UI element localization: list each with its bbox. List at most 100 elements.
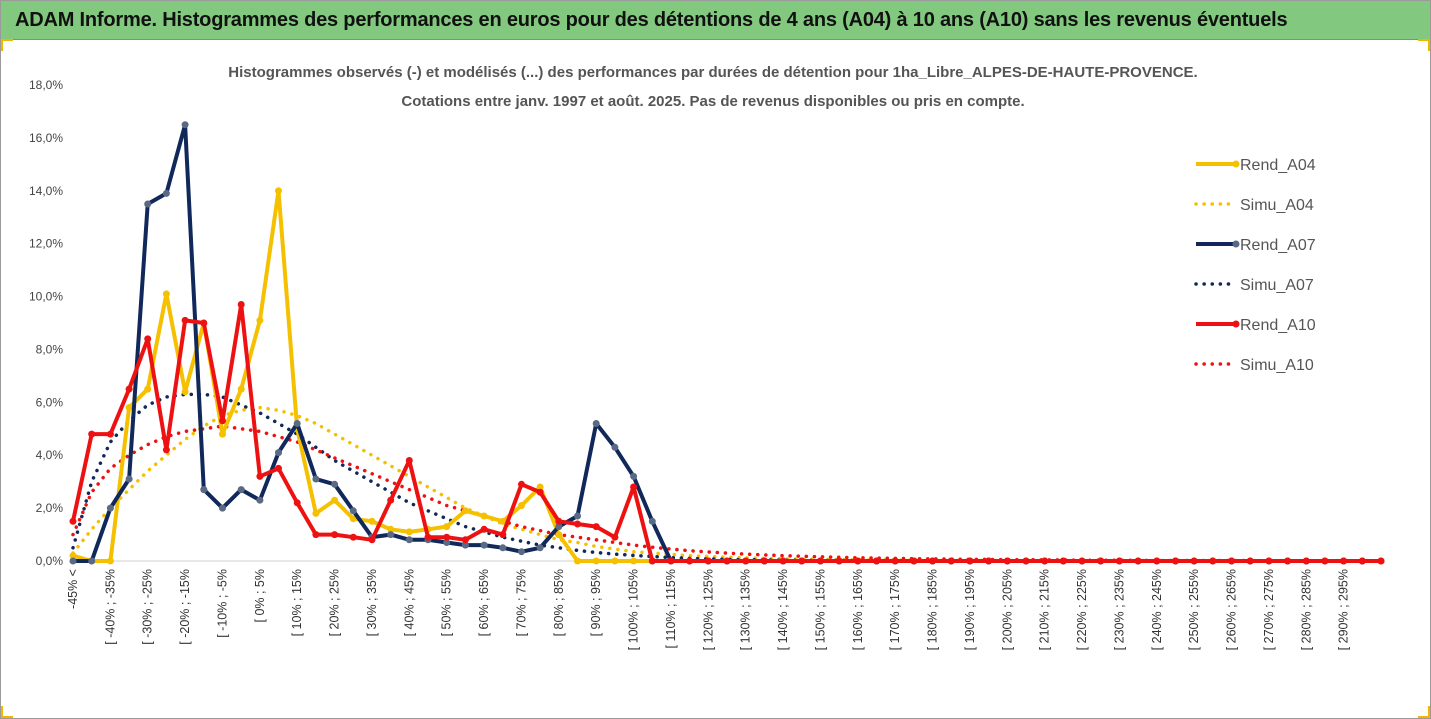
data-point-rend-a10 [648, 557, 656, 565]
data-point-rend-a04 [499, 517, 507, 525]
y-tick-label: 16,0% [29, 131, 63, 145]
data-point-rend-a07 [630, 472, 638, 480]
legend-item-rend-a10[interactable]: Rend_A10 [1196, 317, 1316, 334]
data-point-rend-a04 [237, 385, 245, 393]
chart-subtitle-line-2: Cotations entre janv. 1997 et août. 2025… [401, 93, 1024, 110]
data-point-rend-a04 [219, 430, 226, 438]
data-point-rend-a10 [1284, 557, 1292, 565]
data-point-rend-a07 [275, 449, 282, 457]
x-tick-label: [ 180% ; 185% [926, 569, 940, 650]
data-point-rend-a07 [499, 544, 507, 552]
data-point-rend-a10 [349, 533, 357, 541]
data-point-rend-a04 [461, 507, 469, 515]
series-line-rend-a07 [73, 122, 1381, 563]
data-point-rend-a10 [574, 520, 581, 528]
series-line-rend-a10 [71, 302, 1381, 563]
data-point-rend-a07 [69, 557, 77, 565]
chart-subtitle-line-1: Histogrammes observés (-) et modélisés (… [228, 64, 1197, 81]
legend-item-simu-a04[interactable]: Simu_A04 [1194, 197, 1314, 214]
legend-item-simu-a10[interactable]: Simu_A10 [1194, 357, 1314, 374]
data-point-rend-a10 [1097, 557, 1105, 565]
data-point-rend-a10 [891, 557, 899, 565]
data-point-rend-a10 [181, 316, 189, 324]
data-point-rend-a10 [331, 531, 339, 539]
data-point-rend-a04 [144, 385, 152, 393]
data-point-rend-a04 [312, 509, 320, 517]
series-line-simu-a04 [71, 405, 1383, 563]
x-tick-label: [ 0% ; 5% [253, 569, 267, 623]
x-tick-label: [ 70% ; 75% [514, 569, 528, 636]
data-point-rend-a10 [461, 536, 469, 544]
x-tick-label: [ -10% ; -5% [215, 569, 229, 638]
data-point-rend-a10 [1302, 557, 1310, 565]
data-point-rend-a07 [592, 420, 600, 427]
data-point-rend-a10 [873, 557, 880, 565]
x-tick-label: [ 50% ; 55% [440, 569, 454, 636]
title-bar: ADAM Informe. Histogrammes des performan… [1, 1, 1430, 40]
legend[interactable]: Rend_A04 Simu_A04 Rend_A07 Simu_A07 Rend_A10… [1194, 157, 1316, 374]
x-tick-label: [ 120% ; 125% [701, 569, 715, 650]
data-point-rend-a10 [387, 496, 395, 504]
data-point-rend-a10 [742, 557, 750, 565]
x-tick-label: [ 220% ; 225% [1075, 569, 1089, 650]
y-tick-label: 10,0% [29, 290, 63, 304]
data-point-rend-a10 [1228, 557, 1235, 565]
data-point-rend-a10 [667, 557, 675, 565]
x-tick-label: [ -20% ; -15% [178, 569, 192, 645]
data-point-rend-a10 [779, 557, 787, 565]
data-point-rend-a07 [648, 517, 656, 525]
data-point-rend-a10 [162, 446, 170, 454]
x-tick-label: [ 240% ; 245% [1150, 569, 1164, 650]
data-point-rend-a07 [443, 539, 451, 546]
data-point-rend-a10 [69, 517, 77, 525]
data-point-rend-a04 [630, 557, 638, 565]
data-point-rend-a04 [256, 316, 264, 324]
x-tick-label: [ 270% ; 275% [1262, 569, 1276, 650]
data-point-rend-a10 [88, 430, 96, 438]
histogram-chart: Histogrammes observés (-) et modélisés (… [29, 64, 1385, 650]
y-tick-label: 0,0% [36, 554, 64, 568]
data-point-rend-a10 [1246, 557, 1254, 565]
data-point-rend-a10 [686, 557, 694, 565]
data-point-rend-a07 [125, 475, 133, 483]
x-tick-label: [ 20% ; 25% [328, 569, 342, 636]
data-point-rend-a10 [1377, 557, 1385, 565]
data-point-rend-a07 [387, 531, 395, 539]
x-tick-label: [ 60% ; 65% [477, 569, 491, 636]
data-point-rend-a07 [237, 486, 245, 494]
data-point-rend-a10 [200, 319, 208, 327]
x-tick-label: [ 210% ; 215% [1038, 569, 1052, 650]
data-point-rend-a10 [256, 472, 264, 480]
x-tick-label: [ 100% ; 105% [627, 569, 641, 650]
data-point-rend-a10 [1340, 557, 1348, 565]
data-point-rend-a10 [275, 464, 282, 472]
data-point-rend-a04 [106, 557, 114, 565]
data-point-rend-a04 [69, 552, 77, 560]
legend-item-simu-a07[interactable]: Simu_A07 [1194, 277, 1314, 294]
x-axis: -45% < [ -40% ; -35% [ -30% ; -25% [ -20% ;… [66, 560, 1381, 650]
data-point-rend-a10 [499, 531, 507, 539]
data-point-rend-a10 [835, 557, 843, 565]
data-point-rend-a07 [461, 541, 469, 549]
data-point-rend-a04 [536, 483, 544, 491]
data-point-rend-a07 [181, 121, 189, 129]
x-tick-label: [ 250% ; 255% [1187, 569, 1201, 650]
x-tick-label: [ 200% ; 205% [1000, 569, 1014, 650]
legend-item-rend-a07[interactable]: Rend_A07 [1196, 237, 1316, 254]
data-point-rend-a07 [518, 548, 525, 556]
x-tick-label: [ 150% ; 155% [813, 569, 827, 650]
data-point-rend-a10 [1209, 557, 1217, 565]
x-tick-label: [ 160% ; 165% [851, 569, 865, 650]
data-point-rend-a07 [106, 504, 114, 512]
legend-item-rend-a04[interactable]: Rend_A04 [1196, 157, 1316, 174]
series-simu-a10 [71, 424, 1383, 563]
data-point-rend-a10 [480, 525, 488, 533]
data-point-rend-a07 [536, 544, 544, 552]
data-point-rend-a04 [443, 523, 451, 531]
data-point-rend-a07 [555, 523, 563, 531]
data-point-rend-a10 [985, 557, 993, 565]
legend-marker-rend-a04 [1232, 160, 1240, 168]
data-point-rend-a10 [592, 523, 600, 531]
data-point-rend-a10 [798, 557, 806, 565]
